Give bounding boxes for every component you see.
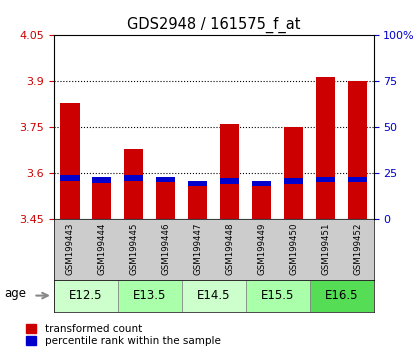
Text: E16.5: E16.5 bbox=[325, 289, 358, 302]
Bar bbox=[316, 177, 335, 182]
Text: E12.5: E12.5 bbox=[69, 289, 103, 302]
Text: E15.5: E15.5 bbox=[261, 289, 294, 302]
Bar bbox=[188, 185, 208, 219]
Bar bbox=[310, 280, 374, 312]
Bar bbox=[124, 175, 144, 181]
Bar bbox=[54, 280, 118, 312]
Bar bbox=[348, 177, 367, 182]
Bar bbox=[220, 124, 239, 219]
Text: GSM199448: GSM199448 bbox=[225, 222, 234, 275]
Bar bbox=[316, 77, 335, 219]
Text: GSM199449: GSM199449 bbox=[257, 222, 266, 275]
Text: GSM199452: GSM199452 bbox=[353, 222, 362, 275]
Bar bbox=[284, 178, 303, 184]
Text: GSM199450: GSM199450 bbox=[289, 222, 298, 275]
Title: GDS2948 / 161575_f_at: GDS2948 / 161575_f_at bbox=[127, 16, 300, 33]
Bar bbox=[118, 280, 182, 312]
Text: GSM199443: GSM199443 bbox=[66, 222, 74, 275]
Bar bbox=[220, 178, 239, 184]
Bar bbox=[60, 103, 80, 219]
Bar bbox=[156, 180, 176, 219]
Bar bbox=[284, 127, 303, 219]
Text: GSM199444: GSM199444 bbox=[98, 222, 106, 275]
Text: GSM199451: GSM199451 bbox=[321, 222, 330, 275]
Bar bbox=[182, 280, 246, 312]
Bar bbox=[348, 81, 367, 219]
Text: E14.5: E14.5 bbox=[197, 289, 230, 302]
Bar bbox=[124, 149, 144, 219]
Text: GSM199446: GSM199446 bbox=[161, 222, 170, 275]
Text: GSM199447: GSM199447 bbox=[193, 222, 202, 275]
Bar bbox=[60, 175, 80, 181]
Text: GSM199445: GSM199445 bbox=[129, 222, 138, 275]
Text: age: age bbox=[4, 287, 26, 301]
Text: E13.5: E13.5 bbox=[133, 289, 166, 302]
Bar bbox=[252, 185, 271, 219]
Bar bbox=[156, 177, 176, 182]
Legend: transformed count, percentile rank within the sample: transformed count, percentile rank withi… bbox=[26, 324, 221, 347]
Bar bbox=[246, 280, 310, 312]
Bar bbox=[92, 181, 112, 219]
Bar bbox=[252, 181, 271, 186]
Bar bbox=[92, 177, 112, 183]
Bar bbox=[188, 181, 208, 186]
